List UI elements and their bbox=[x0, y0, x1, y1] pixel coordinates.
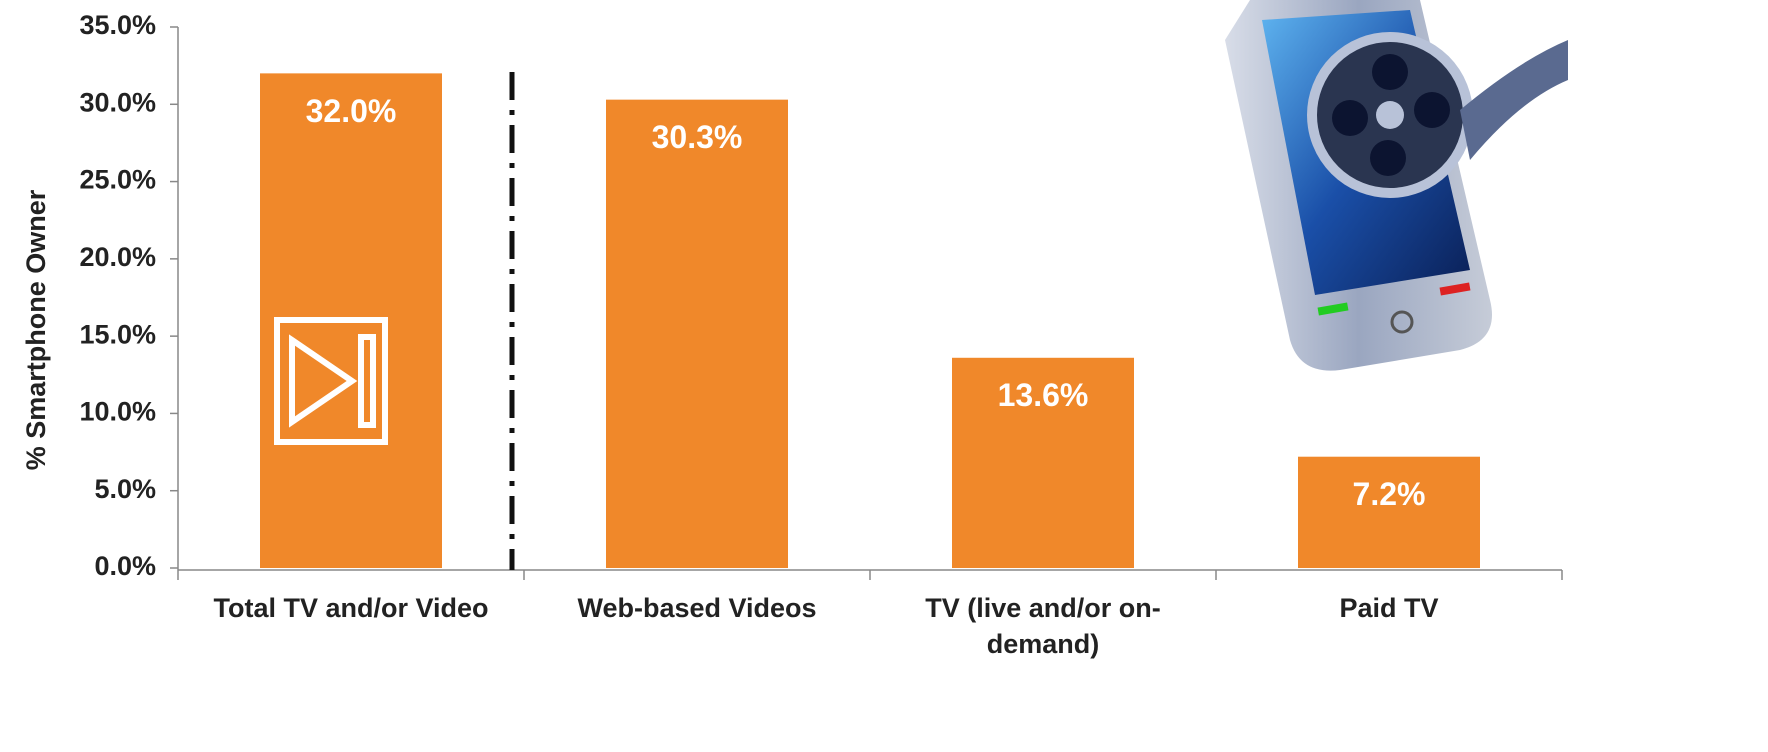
y-tick-label: 5.0% bbox=[94, 474, 156, 504]
value-label: 7.2% bbox=[1353, 476, 1426, 512]
x-tick-label: Total TV and/or Video bbox=[213, 593, 489, 623]
play-icon bbox=[274, 317, 388, 445]
bar bbox=[606, 99, 788, 569]
x-tick-label: Web-based Videos bbox=[577, 593, 817, 623]
value-label: 32.0% bbox=[306, 93, 397, 129]
y-tick-label: 25.0% bbox=[79, 165, 156, 195]
x-tick-label-box: Paid TV bbox=[1339, 593, 1439, 623]
value-label: 30.3% bbox=[652, 119, 743, 155]
y-tick-label: 30.0% bbox=[79, 87, 156, 117]
y-tick-label: 10.0% bbox=[79, 397, 156, 427]
bar bbox=[952, 357, 1134, 568]
x-tick-label-box: TV (live and/or on-demand) bbox=[925, 593, 1161, 659]
value-label: 13.6% bbox=[998, 377, 1089, 413]
x-tick-label-box: Total TV and/or Video bbox=[213, 593, 489, 623]
bar bbox=[1298, 456, 1480, 568]
y-tick-label: 15.0% bbox=[79, 319, 156, 349]
y-tick-label: 35.0% bbox=[79, 10, 156, 40]
y-tick-label: 0.0% bbox=[94, 551, 156, 581]
x-tick-label: Paid TV bbox=[1339, 593, 1439, 623]
y-axis-label: % Smartphone Owner bbox=[21, 189, 51, 470]
x-tick-label: TV (live and/or on-demand) bbox=[925, 593, 1161, 659]
y-tick-label: 20.0% bbox=[79, 242, 156, 272]
x-tick-label-box: Web-based Videos bbox=[577, 593, 817, 623]
phone-illustration bbox=[1225, 0, 1568, 371]
